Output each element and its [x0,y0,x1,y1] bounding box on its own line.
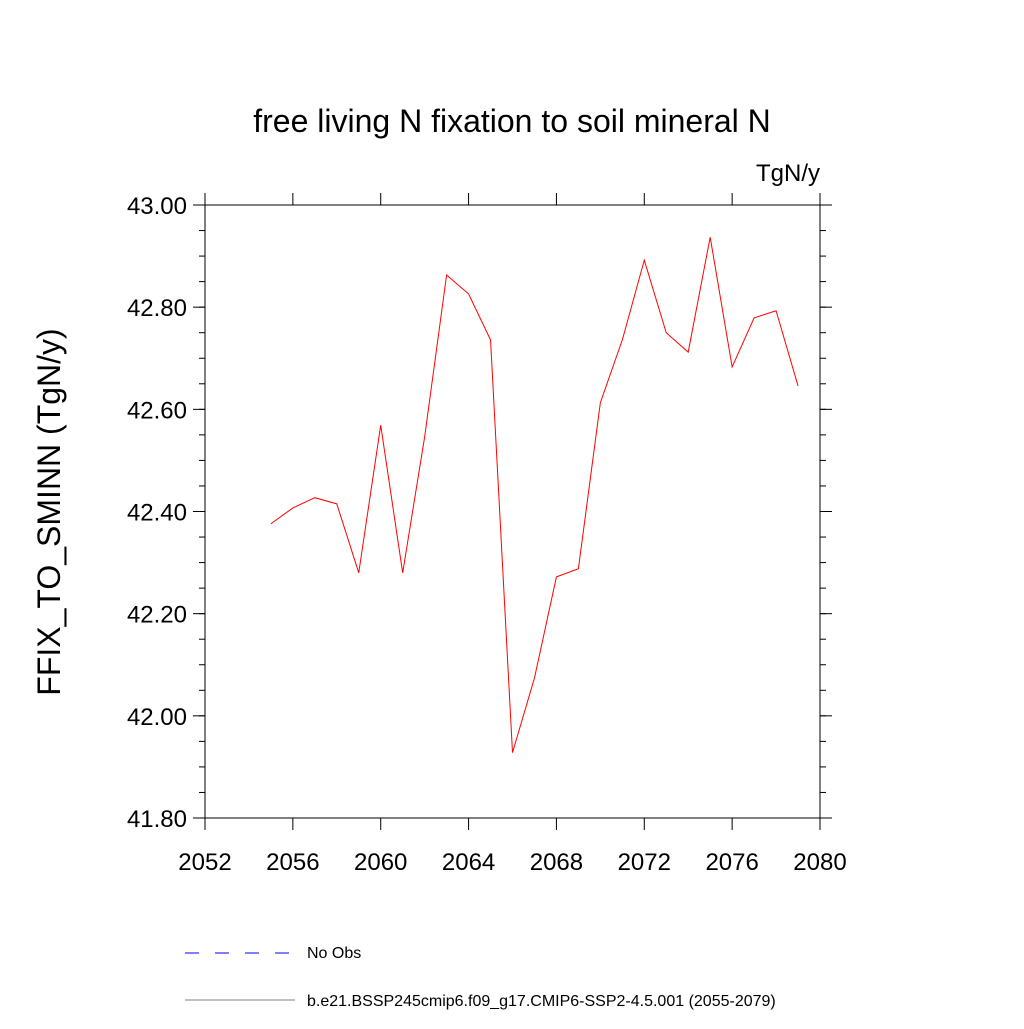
y-axis: 41.80 42.00 42.20 42.40 42.60 42.80 43.00 [127,193,832,833]
y-axis-label: FFIX_TO_SMINN (TgN/y) [31,328,67,695]
x-tick-label: 2056 [266,849,319,876]
series-group [270,237,799,753]
y-tick-label: 43.00 [127,193,187,220]
series-line [270,237,799,753]
y-tick-label: 42.60 [127,397,187,424]
plot-frame [204,204,821,819]
legend-label-model: b.e21.BSSP245cmip6.f09_g17.CMIP6-SSP2-4.… [307,993,776,1010]
y-tick-label: 42.80 [127,295,187,322]
y-tick-label: 41.80 [127,806,187,833]
x-tick-label: 2060 [354,849,407,876]
y-tick-label: 42.00 [127,704,187,731]
x-tick-label: 2052 [178,849,231,876]
x-tick-label: 2072 [618,849,671,876]
units-label: TgN/y [756,160,820,187]
x-tick-label: 2064 [442,849,495,876]
y-tick-label: 42.40 [127,500,187,527]
legend: No Obs b.e21.BSSP245cmip6.f09_g17.CMIP6-… [185,945,776,1010]
x-axis: 2052 2056 2060 2064 2068 2072 2076 2080 [178,193,847,876]
x-tick-label: 2080 [793,849,846,876]
chart-title: free living N fixation to soil mineral N [253,103,771,139]
legend-label-no-obs: No Obs [307,945,361,962]
x-tick-label: 2076 [705,849,758,876]
x-tick-label: 2068 [530,849,583,876]
y-tick-label: 42.20 [127,602,187,629]
